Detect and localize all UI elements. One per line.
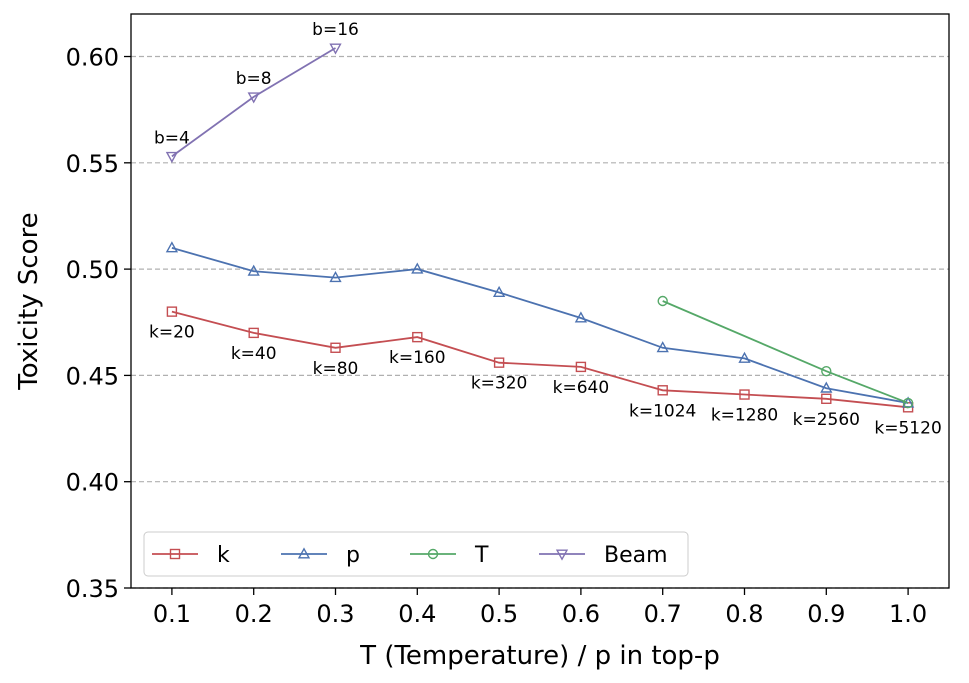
series-t	[657, 295, 914, 409]
series-k	[166, 306, 914, 413]
point-label: b=16	[312, 20, 359, 40]
point-label: k=160	[389, 348, 446, 368]
data-point	[821, 365, 832, 377]
data-point	[820, 381, 833, 393]
data-point	[247, 264, 260, 276]
legend-entry-k: k	[152, 543, 230, 568]
y-tick-label: 0.60	[66, 44, 119, 72]
legend-entry-p: p	[281, 543, 360, 568]
data-point	[329, 270, 342, 283]
x-axis-label: T (Temperature) / p in top-p	[359, 641, 720, 671]
x-tick-label: 0.3	[316, 600, 354, 628]
plot-frame	[130, 13, 950, 589]
legend-label: Beam	[604, 543, 668, 568]
point-label: k=80	[313, 359, 359, 379]
x-tick-label: 1.0	[889, 600, 927, 628]
series-line	[171, 310, 909, 409]
series-beam	[165, 43, 342, 164]
data-point	[412, 331, 423, 343]
point-label: b=8	[236, 69, 272, 89]
x-axis: 0.1 0.2 0.3 0.4 0.5 0.6 0.7 0.8 0.9 1.0	[153, 588, 927, 628]
point-label: k=2560	[793, 410, 860, 430]
data-point	[493, 357, 505, 368]
point-label: k=5120	[874, 418, 941, 438]
data-point	[248, 327, 259, 339]
legend-marker	[169, 548, 181, 560]
point-label: k=20	[149, 323, 195, 343]
x-tick-label: 0.8	[725, 600, 763, 628]
legend-label: k	[217, 543, 230, 568]
legend-label: T	[474, 543, 489, 568]
x-tick-label: 0.1	[153, 600, 191, 628]
legend: k p T Beam	[143, 531, 689, 577]
point-label: b=4	[154, 128, 190, 148]
data-point	[657, 385, 668, 396]
point-label: k=1280	[711, 406, 778, 426]
legend-marker	[427, 548, 439, 560]
legend-entry-t: T	[410, 543, 489, 568]
data-point	[330, 342, 341, 353]
data-point	[329, 43, 342, 55]
x-tick-label: 0.7	[644, 600, 682, 628]
y-tick-label: 0.50	[66, 256, 119, 284]
y-axis: 0.35 0.40 0.45 0.50 0.55 0.60	[66, 44, 131, 603]
point-labels: k=20 k=40 k=80 k=160 k=320 k=640 k=1024 k=1280 k…	[149, 20, 942, 438]
point-label: k=320	[471, 374, 528, 394]
y-tick-label: 0.40	[66, 469, 119, 497]
data-point	[739, 389, 750, 400]
x-tick-label: 0.5	[480, 600, 518, 628]
y-tick-label: 0.35	[66, 575, 119, 603]
data-point	[574, 311, 588, 323]
x-tick-label: 0.9	[807, 600, 845, 628]
point-label: k=1024	[629, 401, 696, 421]
data-point	[247, 92, 260, 104]
x-tick-label: 0.2	[235, 600, 273, 628]
data-point	[492, 285, 506, 298]
point-label: k=640	[553, 378, 610, 398]
series-line	[171, 47, 336, 158]
series-layer	[165, 43, 915, 413]
data-point	[575, 361, 587, 373]
data-point	[165, 241, 179, 253]
data-point	[821, 393, 832, 404]
data-point	[738, 351, 751, 363]
data-point	[902, 397, 914, 409]
data-point	[166, 306, 178, 317]
x-tick-label: 0.6	[562, 600, 600, 628]
legend-entry-beam: Beam	[539, 543, 668, 568]
series-line	[171, 247, 909, 404]
y-tick-label: 0.45	[66, 362, 119, 390]
series-line	[662, 300, 909, 404]
x-tick-label: 0.4	[398, 600, 436, 628]
point-label: k=40	[231, 344, 277, 364]
data-point	[656, 341, 669, 353]
legend-marker	[297, 547, 311, 559]
y-tick-label: 0.55	[66, 150, 119, 178]
y-axis-label: Toxicity Score	[14, 212, 44, 390]
data-point	[411, 262, 424, 274]
data-point	[657, 295, 668, 307]
legend-marker	[555, 549, 569, 561]
legend-label: p	[346, 543, 360, 568]
data-point	[165, 151, 179, 164]
